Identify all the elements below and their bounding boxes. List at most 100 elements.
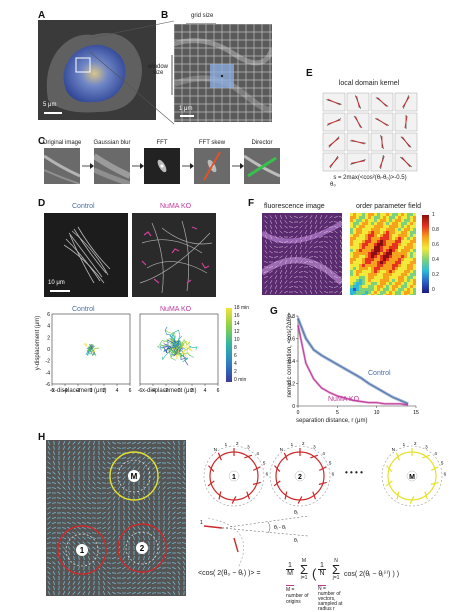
order-colorbar-tick: 0.4 (432, 257, 439, 263)
panel-e-title: local domain kernel (338, 80, 400, 87)
numa-title: NuMA KO (160, 203, 192, 210)
kernel-grid-svg (322, 92, 418, 172)
ring-number: 1 (225, 442, 228, 447)
ring-number: 5 (441, 461, 444, 466)
g-ytick: 0.4 (288, 359, 295, 365)
eq-frac1-num: 1 (286, 562, 294, 570)
theta-i-vector (203, 525, 223, 529)
ring-number: N (392, 447, 395, 452)
time-colorbar (226, 308, 232, 382)
time-colorbar-tick: 16 (234, 313, 240, 319)
eq-sum1: M Σ i=1 (298, 558, 310, 581)
track-path (89, 344, 96, 350)
ring-vector (430, 481, 439, 485)
track-path (177, 348, 189, 357)
ring-vector (273, 480, 281, 487)
numa-spindle-svg (132, 213, 216, 297)
track-path (156, 345, 180, 355)
eq-frac2-num: 1 (318, 562, 326, 570)
g-ylabel: nematic correlation, <cos(2Δθ)> (287, 312, 293, 398)
track-path (177, 345, 198, 352)
ring-vector (297, 496, 303, 504)
order-colorbar-tick: 0 (432, 287, 435, 293)
eq-underline-n (318, 585, 326, 586)
control-spindle-svg (44, 213, 128, 297)
fft-step-arrow (132, 163, 144, 169)
d-ytick: 0 (47, 347, 50, 353)
ring-number: 3 (247, 444, 250, 449)
control-image: 10 μm (44, 213, 128, 297)
d-xtick: -6 (50, 388, 55, 394)
eq-note-n-3: vectors, (318, 596, 336, 602)
order-field-image (350, 213, 416, 295)
track-path (172, 335, 182, 350)
g-series-line (297, 318, 409, 405)
track-path (178, 341, 193, 352)
kernel-formula: s = 2max(<cos²(θᵢ-θ₀)>-0.5) (333, 175, 407, 181)
fft-step-label: FFT skew (198, 140, 226, 146)
fluorescence-image (262, 213, 342, 295)
ring-vector (396, 491, 400, 500)
ring-number: 3 (313, 444, 316, 449)
d-xtick: 6 (129, 388, 132, 394)
panel-c-label: C (38, 136, 46, 147)
ring-dots: • • • • (345, 468, 363, 477)
d-xlabel-right: x-displacement (μm) (142, 388, 197, 394)
kernel-grid (322, 92, 418, 172)
ring-vector (246, 491, 250, 500)
d-xtick: 4 (204, 388, 207, 394)
ring-number: N (214, 447, 217, 452)
ring-number: N (280, 447, 283, 452)
ring-number: 1 (291, 442, 294, 447)
track-path (178, 339, 191, 350)
fft-step-svg (203, 151, 221, 181)
d-xtick: 0 (90, 388, 93, 394)
d-xtick: -4 (63, 388, 68, 394)
eq-sum1-bot: i=1 (300, 575, 308, 581)
origin-marker (128, 470, 140, 482)
ring-number: 4 (322, 451, 325, 456)
fft-step-arrow (232, 163, 244, 169)
order-colorbar (422, 215, 429, 293)
eq-sum1-top: M (301, 558, 307, 564)
zoom-lines (89, 20, 175, 125)
panel-f-label: F (248, 198, 255, 209)
origin-circle (117, 523, 167, 573)
time-colorbar-tick: 10 (234, 337, 240, 343)
ring-vector (207, 480, 215, 487)
g-xlabel: separation distance, r (μm) (296, 418, 368, 424)
g-ytick: 0 (292, 404, 295, 410)
d-xlabel-left: x-displacement (μm) (52, 388, 107, 394)
window-size-line1: window (147, 64, 168, 70)
eq-note-n-4: sampled at (318, 601, 343, 607)
ring-vector (244, 454, 253, 459)
fft-step-label: Director (251, 140, 273, 146)
ring-number: 6 (266, 472, 269, 477)
d-ytick: -4 (46, 370, 51, 376)
angle-label: θⱼ - θᵢ (274, 525, 286, 531)
kernel-director (377, 97, 387, 107)
eq-underline-m (286, 585, 294, 586)
kernel-director (329, 157, 339, 167)
ring-number: 5 (329, 461, 332, 466)
time-colorbar-tick: 12 (234, 329, 240, 335)
ring-vector (252, 481, 261, 485)
fluorescence-svg (262, 215, 342, 294)
ring-vector (385, 480, 393, 487)
panel-a-image: 5 μm (38, 20, 156, 120)
panel-e-label: E (306, 68, 313, 79)
panel-b-label: B (161, 10, 169, 21)
d-xtick: 6 (217, 388, 220, 394)
kernel-director (402, 96, 410, 108)
numa-image (132, 213, 216, 297)
d-xtick: -4 (151, 388, 156, 394)
d-numa-plot-title: NuMA KO (160, 306, 192, 313)
ring-vector (422, 454, 431, 459)
eq-lhs: <cos( 2(θ₀ − θᵣ) )> = (198, 570, 261, 577)
nematic-correlation-chart: 0 5 10 15 0.8 0.6 0.4 0.2 0 (288, 314, 419, 416)
ring-origin (294, 470, 306, 482)
fft-step-image (44, 148, 80, 184)
kernel-director (401, 136, 411, 148)
